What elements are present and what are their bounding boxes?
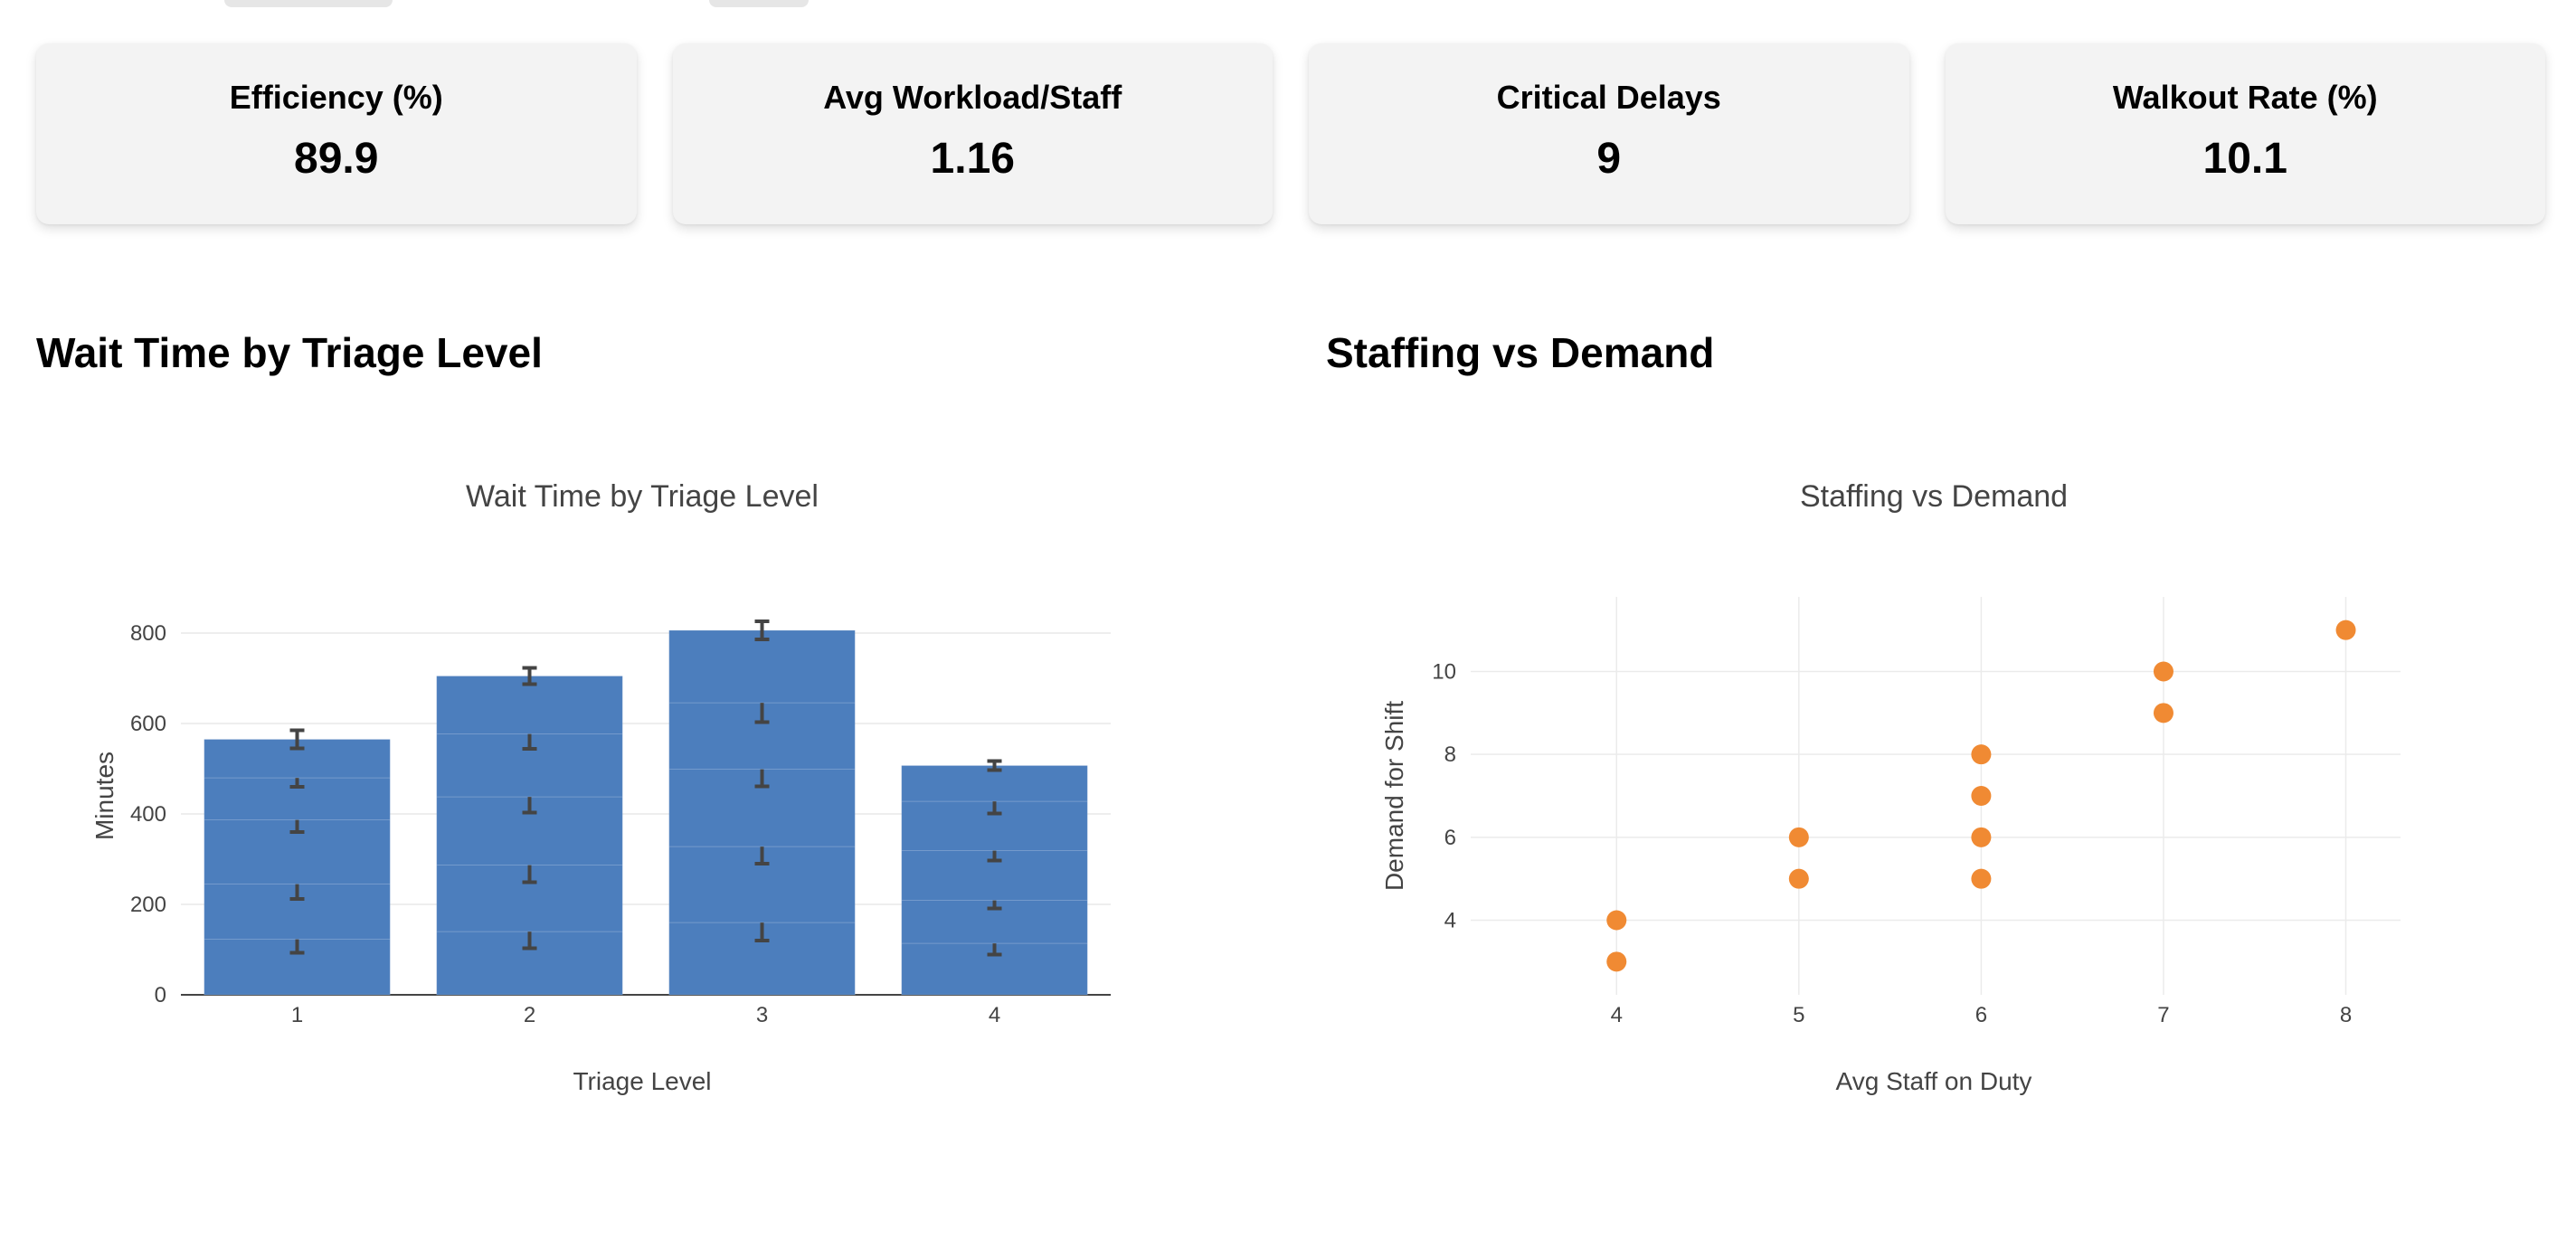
scatter-point [1971, 786, 1992, 806]
kpi-label: Efficiency (%) [229, 79, 443, 116]
y-tick-label: 6 [1444, 826, 1456, 850]
y-tick-label: 4 [1444, 909, 1456, 933]
top-control-stub[interactable] [709, 0, 809, 7]
scatter-point [1971, 827, 1992, 847]
x-tick-label: 2 [524, 1003, 535, 1027]
x-tick-label: 7 [2157, 1003, 2169, 1027]
kpi-label: Critical Delays [1496, 79, 1721, 116]
chart-title: Wait Time by Triage Level [466, 479, 819, 514]
x-axis-label: Triage Level [573, 1067, 711, 1095]
top-control-stub[interactable] [224, 0, 393, 7]
scatter-point [2153, 661, 2174, 682]
x-tick-label: 4 [989, 1003, 1000, 1027]
kpi-label: Avg Workload/Staff [823, 79, 1122, 116]
kpi-card-critical-delays: Critical Delays 9 [1309, 43, 1909, 224]
scatter-point [1788, 868, 1809, 889]
kpi-card-efficiency: Efficiency (%) 89.9 [36, 43, 637, 224]
kpi-value: 9 [1596, 135, 1622, 183]
scatter-point [1971, 868, 1992, 889]
kpi-label: Walkout Rate (%) [2112, 79, 2378, 116]
kpi-value: 10.1 [2202, 135, 2287, 183]
staffing-scatter-chart: Staffing vs Demand 4 6 8 10 4 5 6 7 8 Avg Staff… [1380, 479, 2401, 1095]
x-tick-label: 6 [1975, 1003, 1987, 1027]
y-tick-label: 10 [1432, 660, 1456, 685]
y-tick-label: 8 [1444, 742, 1456, 767]
bar-marks [204, 620, 1088, 996]
kpi-card-walkout-rate: Walkout Rate (%) 10.1 [1945, 43, 2545, 224]
kpi-value: 1.16 [930, 135, 1015, 183]
bar-segment [901, 765, 1088, 802]
x-tick-label: 3 [756, 1003, 768, 1027]
kpi-card-avg-workload: Avg Workload/Staff 1.16 [672, 43, 1273, 224]
scatter-point [1606, 951, 1627, 972]
x-axis-label: Avg Staff on Duty [1836, 1067, 2032, 1095]
scatter-x-ticks: 4 5 6 7 8 [1611, 1003, 2353, 1027]
section-heading-staffing: Staffing vs Demand [1326, 329, 1715, 376]
bar-x-ticks: 1 2 3 4 [291, 1003, 1000, 1027]
chart-title: Staffing vs Demand [1800, 479, 2068, 514]
x-tick-label: 1 [291, 1003, 303, 1027]
x-tick-label: 5 [1793, 1003, 1804, 1027]
scatter-point [2153, 703, 2174, 724]
kpi-row: Efficiency (%) 89.9 Avg Workload/Staff 1… [36, 43, 2545, 224]
y-axis-label: Minutes [90, 752, 118, 840]
y-tick-label: 600 [130, 712, 166, 736]
wait-time-bar-chart: Wait Time by Triage Level 0200400600800 … [90, 479, 1111, 1095]
scatter-point [1971, 744, 1992, 765]
bar-y-ticks: 0 200 400 600 800 [130, 621, 166, 1007]
scatter-point [1606, 910, 1627, 931]
y-tick-label: 800 [130, 621, 166, 646]
section-heading-wait-time: Wait Time by Triage Level [36, 329, 543, 376]
y-axis-label: Demand for Shift [1380, 701, 1408, 891]
y-tick-label: 200 [130, 893, 166, 917]
y-tick-label: 0 [155, 983, 166, 1007]
x-tick-label: 4 [1611, 1003, 1623, 1027]
scatter-point [1788, 827, 1809, 847]
y-tick-label: 400 [130, 802, 166, 827]
scatter-point [2335, 620, 2356, 640]
bar-segment [668, 629, 856, 704]
scatter-points [1606, 620, 2356, 972]
scatter-grid [1471, 597, 2401, 995]
scatter-y-ticks: 4 6 8 10 [1432, 660, 1456, 933]
kpi-value: 89.9 [294, 135, 379, 183]
x-tick-label: 8 [2340, 1003, 2352, 1027]
